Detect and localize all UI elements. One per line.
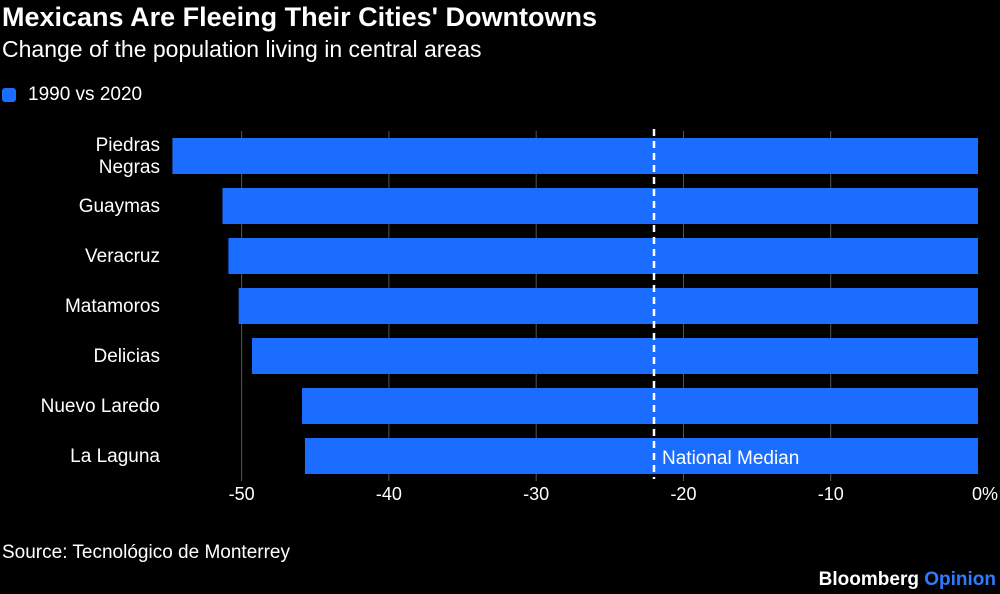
x-tick-label: -50 [229, 484, 255, 504]
category-label: Piedras [96, 135, 160, 156]
chart-title: Mexicans Are Fleeing Their Cities' Downt… [2, 2, 598, 32]
bar [251, 338, 979, 374]
brand-main: Bloomberg [818, 569, 919, 590]
category-label: Delicias [93, 346, 160, 367]
bar [304, 438, 978, 474]
median-label: National Median [662, 448, 799, 469]
chart-subtitle: Change of the population living in centr… [2, 36, 482, 62]
category-label: La Laguna [70, 446, 160, 467]
x-tick-label: 0% [972, 484, 998, 504]
category-label: Negras [99, 157, 160, 178]
category-label: Guaymas [79, 196, 160, 217]
bar [222, 188, 978, 224]
x-tick-label: -20 [670, 484, 696, 504]
bar [228, 238, 978, 274]
x-tick-label: -30 [523, 484, 549, 504]
category-label: Nuevo Laredo [41, 396, 160, 417]
x-tick-label: -10 [818, 484, 844, 504]
legend-swatch [2, 88, 16, 102]
legend-label: 1990 vs 2020 [28, 84, 143, 105]
bar [172, 138, 978, 174]
bar [238, 288, 978, 324]
brand-sub: Opinion [924, 569, 996, 590]
x-tick-label: -40 [376, 484, 402, 504]
legend: 1990 vs 2020 [2, 84, 142, 106]
bar [302, 388, 978, 424]
brand-logo: Bloomberg Opinion [819, 569, 996, 591]
source-note: Source: Tecnológico de Monterrey [2, 542, 290, 563]
category-label: Matamoros [65, 296, 160, 317]
category-label: Veracruz [85, 246, 160, 267]
